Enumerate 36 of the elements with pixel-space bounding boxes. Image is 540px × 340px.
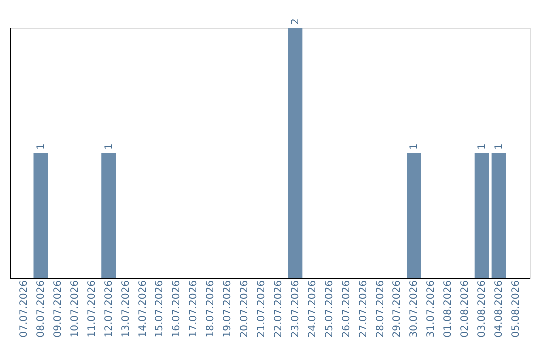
x-tick-label: 01.08.2026: [443, 280, 454, 338]
x-tick-label: 22.07.2026: [273, 280, 284, 338]
x-tick-label: 24.07.2026: [307, 280, 318, 338]
x-tick-label: 30.07.2026: [409, 280, 420, 338]
data-label: 1: [494, 144, 506, 150]
x-tick-label: 08.07.2026: [36, 280, 47, 338]
x-tick-label: 21.07.2026: [256, 280, 268, 338]
x-tick-label: 13.07.2026: [120, 280, 132, 338]
x-tick-label: 28.07.2026: [375, 280, 386, 338]
x-tick-label: 18.07.2026: [206, 280, 217, 338]
x-tick-label: 05.08.2026: [511, 280, 522, 338]
x-tick-label: 17.07.2026: [188, 280, 200, 338]
x-tick-label: 10.07.2026: [70, 280, 81, 338]
x-tick-label: 07.07.2026: [18, 280, 30, 338]
x-tick-label: 12.07.2026: [104, 280, 115, 338]
x-tick-label: 19.07.2026: [222, 280, 234, 338]
x-tick-label: 16.07.2026: [172, 280, 183, 338]
x-tick-label: 04.08.2026: [494, 280, 506, 338]
x-tick-label: 02.08.2026: [460, 280, 472, 338]
x-tick-label: 25.07.2026: [324, 280, 336, 338]
x-tick-label: 15.07.2026: [154, 280, 166, 338]
x-tick-label: 27.07.2026: [358, 280, 370, 338]
data-label: 1: [409, 144, 420, 150]
x-tick-label: 09.07.2026: [52, 280, 64, 338]
data-label: 1: [477, 144, 488, 150]
data-label: 1: [36, 144, 47, 150]
x-tick-label: 20.07.2026: [240, 280, 251, 338]
x-tick-label: 29.07.2026: [392, 280, 404, 338]
x-tick-label: 14.07.2026: [138, 280, 149, 338]
data-label: 1: [104, 144, 115, 150]
x-tick-label: 03.08.2026: [477, 280, 488, 338]
x-tick-label: 11.07.2026: [86, 280, 98, 338]
x-tick-label: 31.07.2026: [426, 280, 438, 338]
x-tick-label: 26.07.2026: [341, 280, 352, 338]
x-tick-label: 23.07.2026: [290, 280, 302, 338]
data-label: 2: [290, 18, 302, 25]
